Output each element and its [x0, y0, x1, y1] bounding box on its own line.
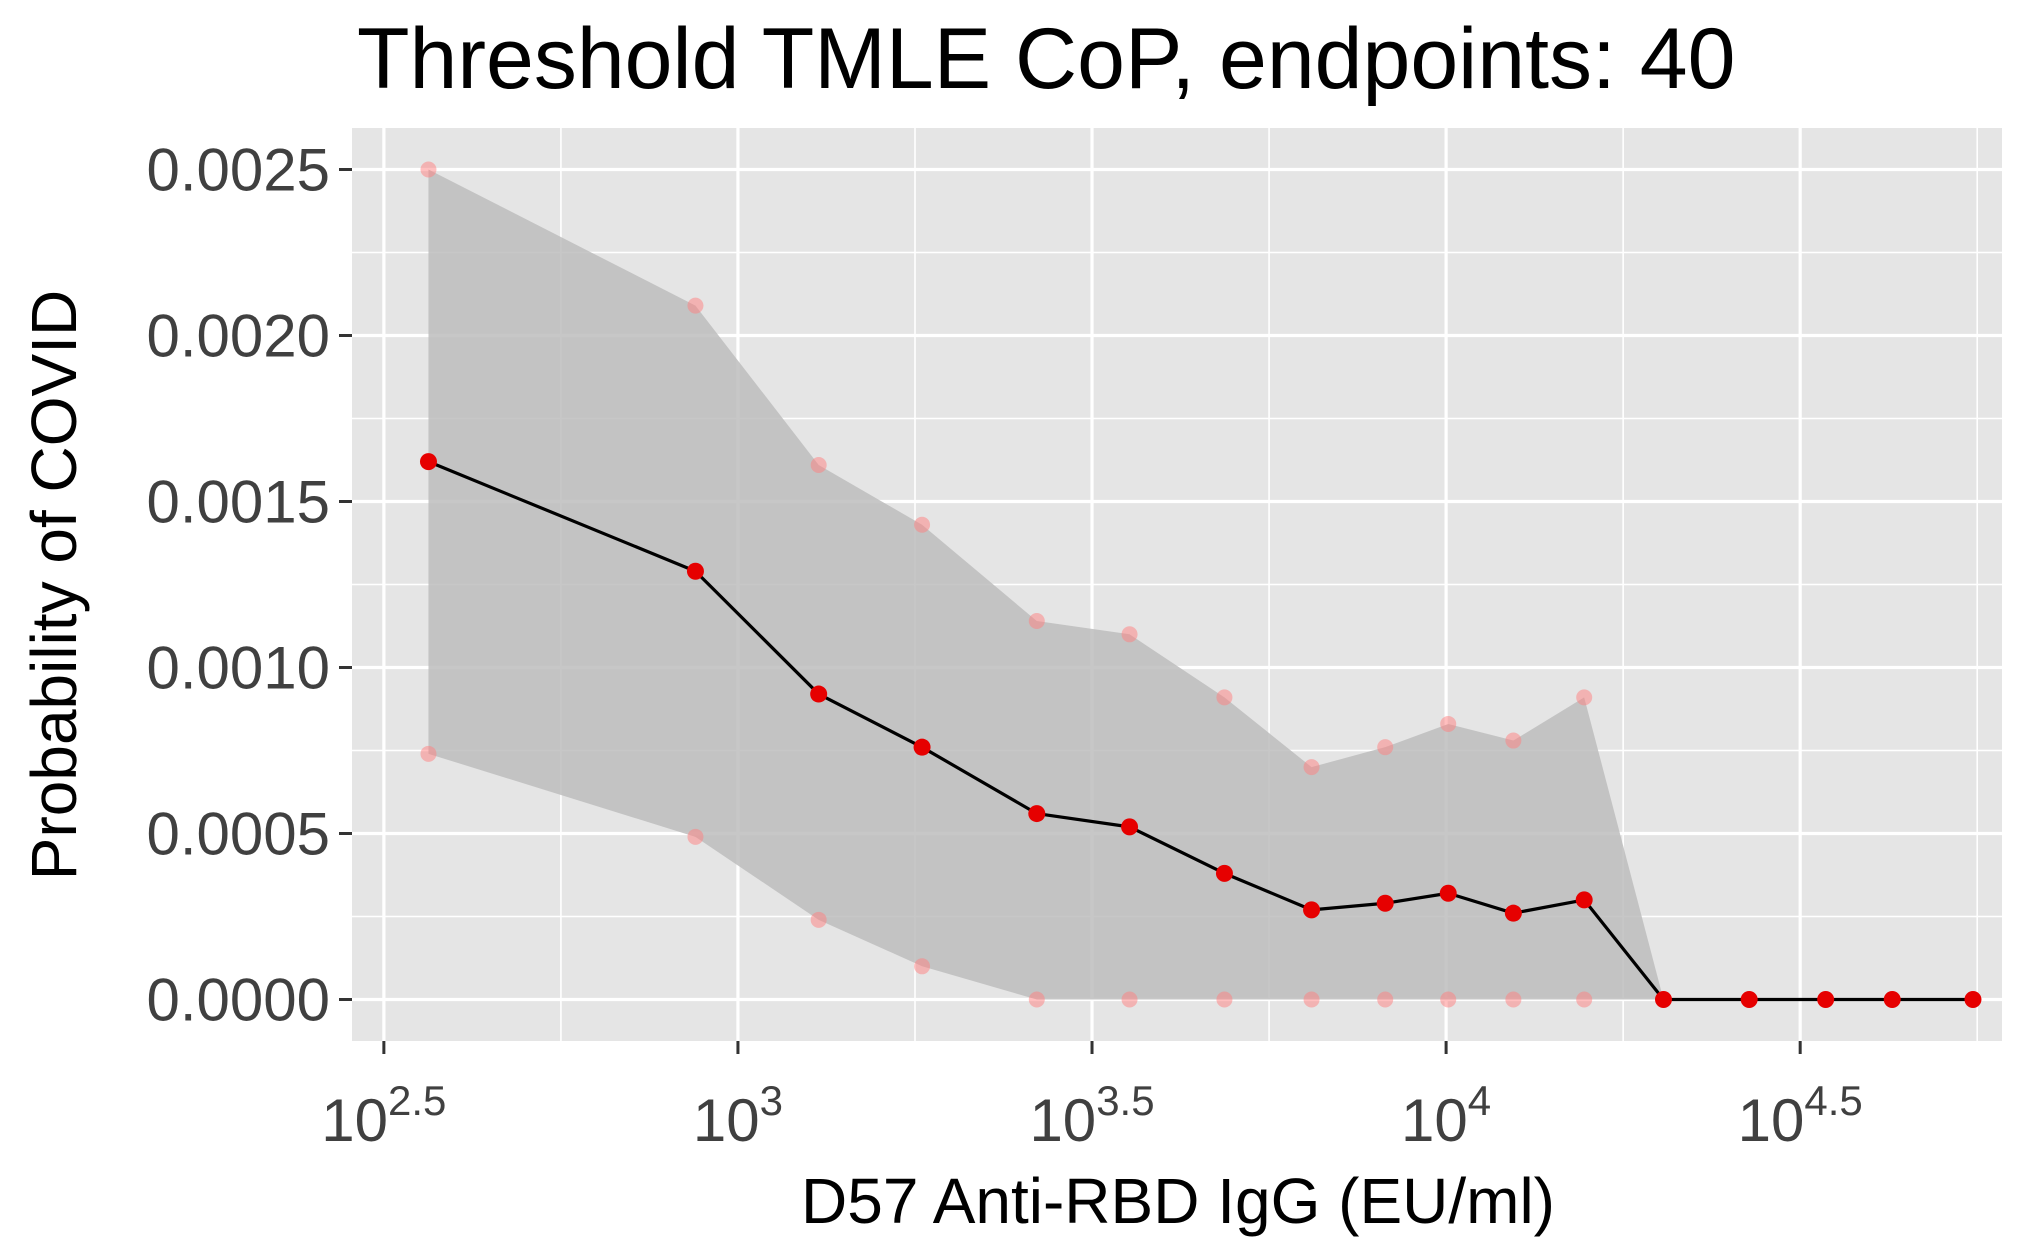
x-tick-label: 104.5	[1738, 1077, 1863, 1154]
y-tick-label: 0.0000	[146, 967, 330, 1034]
estimate-point	[1883, 991, 1901, 1008]
y-axis-title: Probability of COVID	[18, 290, 90, 880]
x-tick-base: 10	[693, 1087, 760, 1154]
estimate-point	[1215, 864, 1233, 882]
estimate-point	[686, 562, 704, 580]
x-tick-base: 10	[1401, 1087, 1468, 1154]
x-tick-exponent: 4.5	[1804, 1077, 1862, 1124]
lower-ci-point	[1377, 991, 1394, 1008]
estimate-point	[1655, 991, 1673, 1008]
y-tick-label: 0.0015	[146, 469, 330, 536]
estimate-point	[1740, 991, 1758, 1008]
lower-ci-point	[420, 745, 437, 762]
x-tick-label: 103	[693, 1077, 783, 1154]
lower-ci-point	[687, 828, 704, 845]
x-tick-exponent: 2.5	[388, 1077, 446, 1124]
upper-ci-point	[1576, 689, 1593, 706]
estimate-point	[1575, 891, 1593, 909]
lower-ci-point	[1121, 991, 1138, 1008]
upper-ci-point	[1377, 739, 1394, 756]
estimate-point	[1121, 818, 1139, 836]
x-tick-label: 103.5	[1029, 1077, 1154, 1154]
estimate-point	[1303, 901, 1321, 919]
y-axis: 0.0000 0.0005 0.0010 0.0015 0.0020 0.0025	[146, 137, 352, 1034]
estimate-point	[1504, 904, 1522, 922]
lower-ci-point	[1216, 991, 1233, 1008]
y-tick-label: 0.0010	[146, 635, 330, 702]
upper-ci-point	[1440, 715, 1457, 732]
points-layer	[419, 161, 1982, 1008]
upper-ci-point	[1216, 689, 1233, 706]
confidence-ribbon	[428, 169, 1973, 1000]
x-tick-label: 102.5	[321, 1077, 446, 1154]
y-tick-label: 0.0025	[146, 137, 330, 204]
upper-ci-point	[1303, 759, 1320, 776]
chart-title: Threshold TMLE CoP, endpoints: 40	[357, 11, 1735, 107]
lower-ci-point	[1505, 991, 1522, 1008]
estimate-point	[419, 453, 437, 471]
lower-ci-point	[1576, 991, 1593, 1008]
x-tick-exponent: 3	[760, 1077, 783, 1124]
y-tick-label: 0.0020	[146, 303, 330, 370]
upper-ci-point	[1028, 613, 1045, 630]
estimate-point	[1376, 894, 1394, 912]
lower-ci-point	[810, 911, 827, 928]
upper-ci-point	[810, 456, 827, 473]
upper-ci-point	[914, 516, 931, 533]
upper-ci-point	[687, 297, 704, 314]
x-axis: 102.5 103 103.5 104 104.5	[321, 1041, 1863, 1154]
estimate-point	[810, 685, 828, 703]
upper-ci-point	[1505, 732, 1522, 749]
x-tick-exponent: 4	[1468, 1077, 1491, 1124]
lower-ci-point	[914, 958, 931, 975]
x-tick-base: 10	[321, 1087, 388, 1154]
estimate-point	[1028, 805, 1046, 823]
estimate-point	[913, 738, 931, 756]
lower-ci-point	[1440, 991, 1457, 1008]
upper-ci-point	[420, 161, 437, 178]
estimate-point	[1964, 991, 1982, 1008]
x-tick-base: 10	[1738, 1087, 1805, 1154]
y-tick-label: 0.0005	[146, 801, 330, 868]
x-tick-exponent: 3.5	[1096, 1077, 1154, 1124]
x-tick-label: 104	[1401, 1077, 1491, 1154]
lower-ci-point	[1303, 991, 1320, 1008]
x-axis-title: D57 Anti-RBD IgG (EU/ml)	[801, 1165, 1555, 1237]
estimate-point	[1817, 991, 1835, 1008]
estimate-point	[1439, 884, 1457, 902]
x-tick-base: 10	[1029, 1087, 1096, 1154]
confidence-band	[428, 169, 1973, 1000]
lower-ci-point	[1028, 991, 1045, 1008]
upper-ci-point	[1121, 626, 1138, 643]
